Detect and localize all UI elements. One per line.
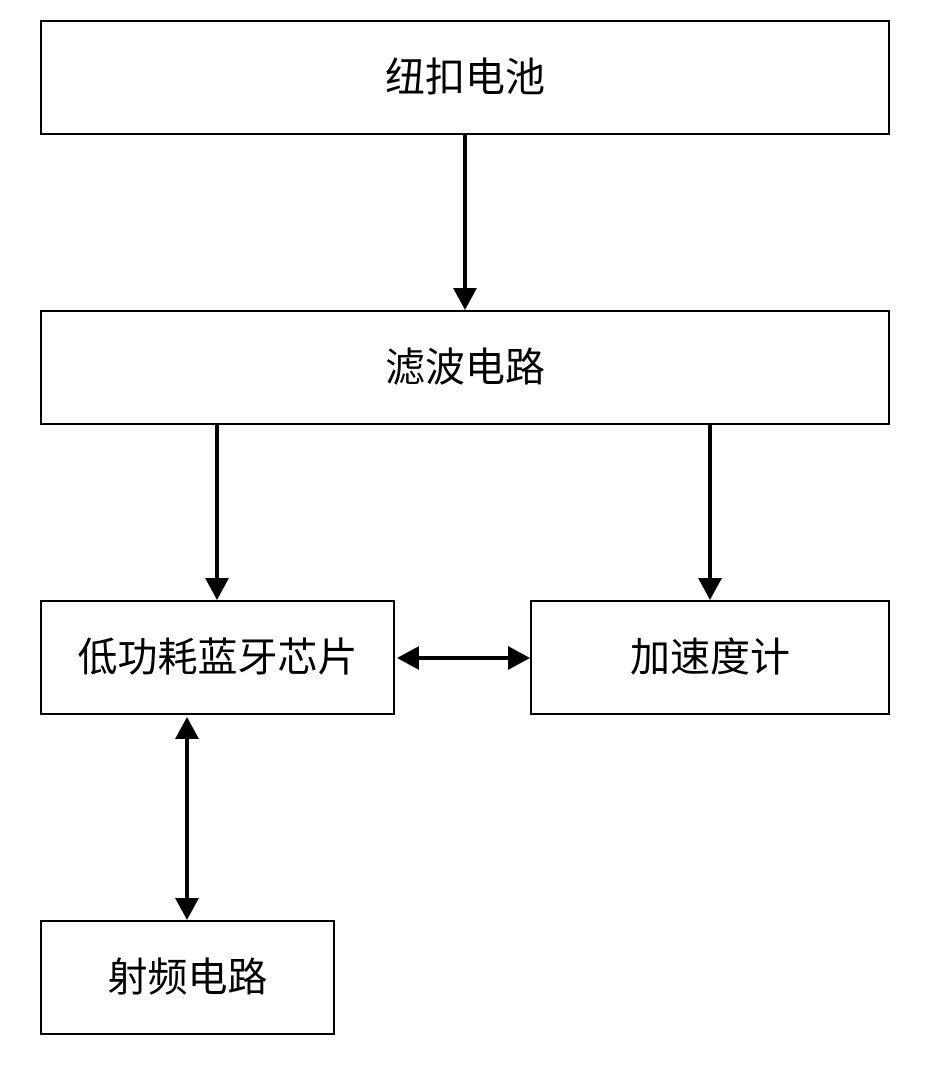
- node-battery-label: 纽扣电池: [385, 54, 545, 102]
- node-rf-label: 射频电路: [108, 954, 268, 1002]
- node-bluetooth: 低功耗蓝牙芯片: [40, 600, 395, 715]
- arrow-bt-accel-line: [417, 656, 510, 660]
- node-battery: 纽扣电池: [40, 20, 890, 135]
- node-filter-label: 滤波电路: [385, 344, 545, 392]
- node-bluetooth-label: 低功耗蓝牙芯片: [78, 634, 358, 682]
- arrow-filter-to-bluetooth-line: [215, 425, 219, 580]
- node-accelerometer: 加速度计: [530, 600, 890, 715]
- arrow-filter-to-bluetooth-head: [205, 578, 229, 600]
- arrow-bt-accel-left-head: [397, 646, 419, 670]
- arrow-battery-to-filter-line: [463, 135, 467, 290]
- arrow-bt-accel-right-head: [508, 646, 530, 670]
- node-filter: 滤波电路: [40, 310, 890, 425]
- arrow-battery-to-filter-head: [453, 288, 477, 310]
- node-accelerometer-label: 加速度计: [630, 634, 790, 682]
- arrow-bt-rf-down-head: [175, 898, 199, 920]
- node-rf: 射频电路: [40, 920, 335, 1035]
- arrow-filter-to-accelerometer-line: [708, 425, 712, 580]
- arrow-filter-to-accelerometer-head: [698, 578, 722, 600]
- arrow-bt-rf-line: [185, 737, 189, 900]
- arrow-bt-rf-up-head: [175, 717, 199, 739]
